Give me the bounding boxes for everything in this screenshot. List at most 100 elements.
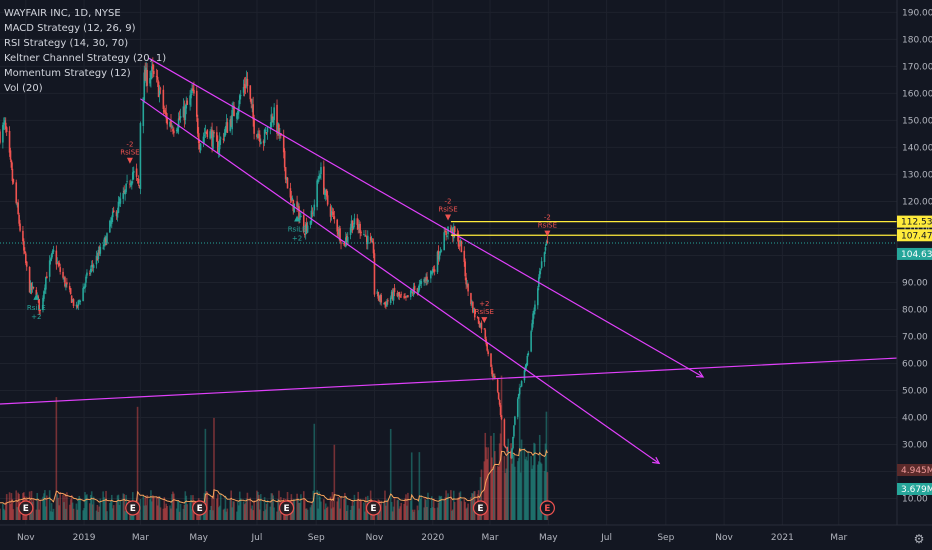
candle-body: [110, 222, 112, 224]
volume-bar: [510, 443, 512, 520]
signal-label: RsiSE: [538, 222, 557, 230]
volume-bar: [122, 493, 125, 520]
volume-bar: [217, 494, 219, 520]
volume-bar: [230, 490, 232, 520]
candle-body: [416, 288, 419, 292]
candle-body: [266, 126, 269, 133]
legend-title[interactable]: WAYFAIR INC, 1D, NYSE: [4, 8, 121, 19]
candle-body: [222, 138, 225, 140]
candle-body: [88, 272, 91, 274]
volume-bar: [99, 498, 102, 520]
legend-item-macd[interactable]: MACD Strategy (12, 26, 9): [4, 23, 136, 34]
volume-bar: [426, 506, 428, 520]
candle-body: [48, 260, 51, 277]
candle-body: [525, 364, 528, 368]
volume-bar: [527, 451, 530, 520]
candle-body: [292, 199, 295, 211]
volume-bar: [75, 503, 78, 520]
candle-body: [366, 236, 368, 245]
candle-body: [262, 140, 265, 144]
volume-bar: [42, 496, 44, 520]
legend-item-keltner[interactable]: Keltner Channel Strategy (20, 1): [4, 53, 167, 64]
candle-body: [352, 226, 355, 230]
candle-body: [146, 69, 148, 86]
candle-body: [152, 64, 154, 70]
candle-body: [438, 254, 441, 260]
volume-bar: [136, 406, 139, 520]
candle-layer: [0, 57, 549, 460]
volume-bar: [190, 495, 192, 520]
volume-bar: [243, 504, 246, 520]
volume-bar: [35, 509, 38, 520]
candle-body: [506, 447, 509, 452]
volume-tag-bg: [897, 464, 932, 476]
volume-bar: [123, 494, 125, 520]
candle-body: [487, 351, 489, 355]
candle-body: [90, 264, 93, 268]
candle-body: [177, 118, 180, 128]
volume-bar: [504, 473, 507, 520]
candle-body: [339, 228, 341, 242]
volume-bar: [84, 492, 86, 520]
candle-body: [195, 90, 198, 117]
volume-bar: [430, 507, 432, 520]
candle-body: [464, 261, 467, 277]
volume-bar: [424, 498, 426, 520]
settings-gear-icon[interactable]: ⚙: [913, 532, 925, 546]
volume-bar: [253, 500, 255, 520]
volume-bar: [37, 499, 40, 520]
time-axis[interactable]: Nov 2019 Mar May Jul Sep Nov 2020 Mar May Jul Sep No…: [0, 524, 932, 550]
trendline-layer[interactable]: [0, 57, 898, 465]
volume-bar: [66, 492, 68, 520]
time-axis-bg: [0, 525, 932, 550]
candle-body: [203, 134, 206, 136]
candle-body: [304, 224, 307, 235]
volume-bar: [496, 465, 499, 520]
candle-body: [286, 177, 289, 189]
candle-body: [346, 236, 349, 243]
candle-body: [473, 308, 475, 313]
volume-bar: [317, 508, 319, 520]
volume-bar: [418, 452, 421, 520]
volume-bar: [306, 509, 309, 520]
price-tick-label: 130.00: [902, 170, 932, 180]
volume-bar: [45, 506, 47, 520]
candle-body: [78, 300, 81, 302]
candle-body: [253, 117, 255, 134]
candle-body: [425, 277, 427, 281]
candle-body: [3, 120, 6, 125]
candle-body: [68, 286, 71, 290]
candle-body: [406, 295, 408, 297]
candle-body: [466, 284, 468, 286]
candle-body: [126, 181, 128, 183]
volume-bar: [179, 503, 182, 520]
price-axis[interactable]: 10.0020.0030.0040.0050.0060.0070.0080.00…: [896, 0, 932, 550]
volume-bar: [537, 464, 539, 520]
candle-body: [224, 127, 227, 135]
volume-bar: [58, 505, 61, 520]
candle-body: [291, 197, 294, 201]
volume-bar: [231, 507, 233, 520]
candle-body: [144, 69, 147, 81]
legend-item-volume[interactable]: Vol (20): [4, 83, 43, 94]
volume-bar: [105, 490, 107, 520]
candle-body: [231, 110, 233, 130]
candle-body: [129, 183, 131, 185]
volume-bar: [152, 495, 154, 520]
candle-body: [539, 269, 542, 271]
earnings-label: E: [23, 504, 29, 514]
volume-bar: [379, 504, 381, 520]
volume-bar: [104, 499, 106, 520]
candle-body: [512, 436, 514, 449]
volume-bar: [4, 502, 7, 520]
candle-body: [42, 297, 44, 310]
candle-body: [293, 203, 296, 213]
volume-bar: [78, 495, 81, 520]
candle-body: [511, 448, 513, 458]
volume-bar: [353, 494, 356, 520]
legend-item-momentum[interactable]: Momentum Strategy (12): [4, 68, 131, 79]
candle-body: [498, 400, 501, 405]
volume-bar: [487, 447, 489, 520]
legend-item-rsi[interactable]: RSI Strategy (14, 30, 70): [4, 38, 129, 49]
